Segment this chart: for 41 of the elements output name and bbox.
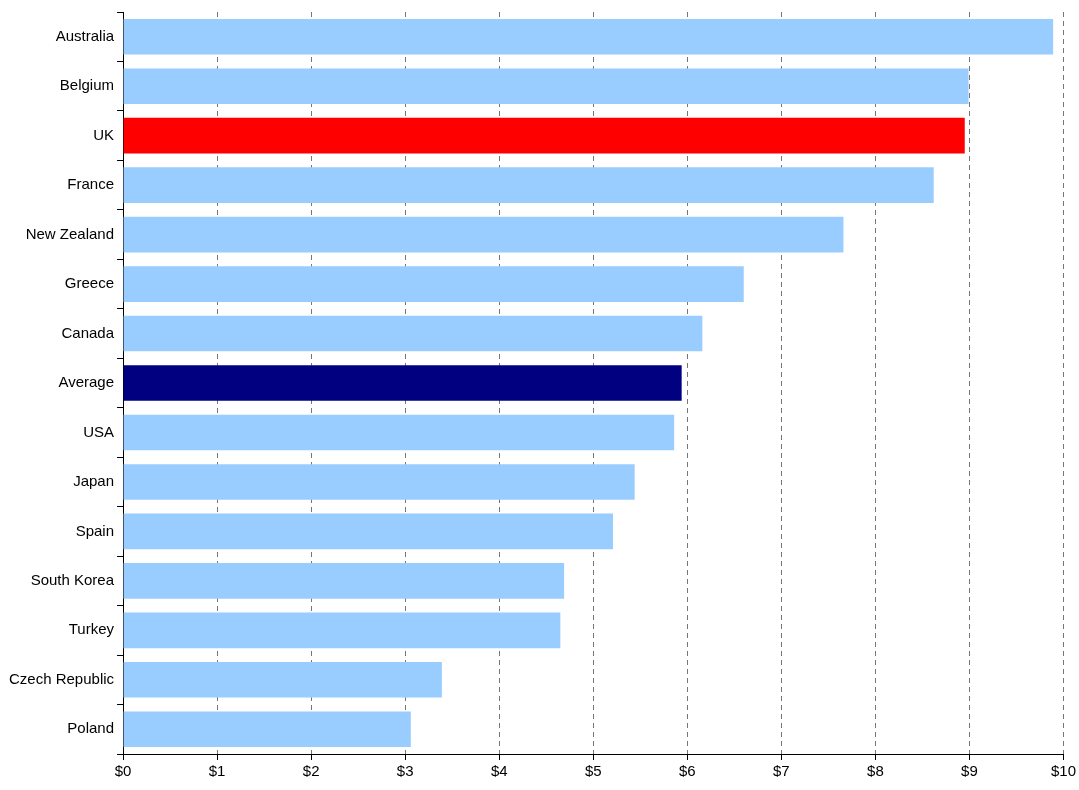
y-tick-label: Turkey (68, 620, 115, 638)
bar (123, 68, 969, 105)
bar (123, 18, 1054, 55)
y-tick-label: UK (93, 125, 115, 143)
y-tick-label: Australia (55, 26, 115, 44)
bar (123, 711, 411, 748)
y-tick-label: Canada (61, 323, 115, 341)
y-tick-label: New Zealand (25, 224, 115, 242)
x-tick-label: $6 (678, 762, 696, 780)
y-tick-label: Greece (64, 274, 115, 292)
x-tick-label: $10 (1050, 762, 1076, 780)
y-tick-label: Average (58, 373, 115, 391)
bar (123, 513, 614, 550)
x-tick-label: $0 (114, 762, 132, 780)
y-tick-label: Poland (67, 719, 115, 737)
x-tick-label: $3 (396, 762, 414, 780)
x-tick-label: $8 (867, 762, 884, 780)
bar (123, 167, 934, 203)
bar (123, 315, 703, 352)
bar (123, 661, 442, 698)
y-tick-label: Spain (75, 521, 115, 539)
bar (123, 414, 675, 451)
x-tick-label: $7 (773, 762, 790, 780)
y-tick-label: USA (83, 422, 115, 440)
x-tick-label: $2 (302, 762, 320, 780)
x-tick-label: $5 (584, 762, 602, 780)
bar (123, 464, 635, 500)
x-tick-label: $1 (208, 762, 226, 780)
bar (123, 216, 844, 253)
y-tick-label: Belgium (59, 76, 115, 94)
y-tick-label: France (67, 175, 115, 193)
y-tick-label: Czech Republic (8, 669, 115, 687)
bar (123, 117, 965, 154)
bar (123, 612, 561, 649)
x-tick-label: $4 (490, 762, 508, 780)
x-tick-label: $9 (961, 762, 978, 780)
bar (123, 563, 565, 599)
y-tick-label: Japan (73, 472, 115, 490)
bar (123, 266, 744, 302)
y-tick-label: South Korea (30, 571, 115, 589)
bar (123, 365, 682, 401)
